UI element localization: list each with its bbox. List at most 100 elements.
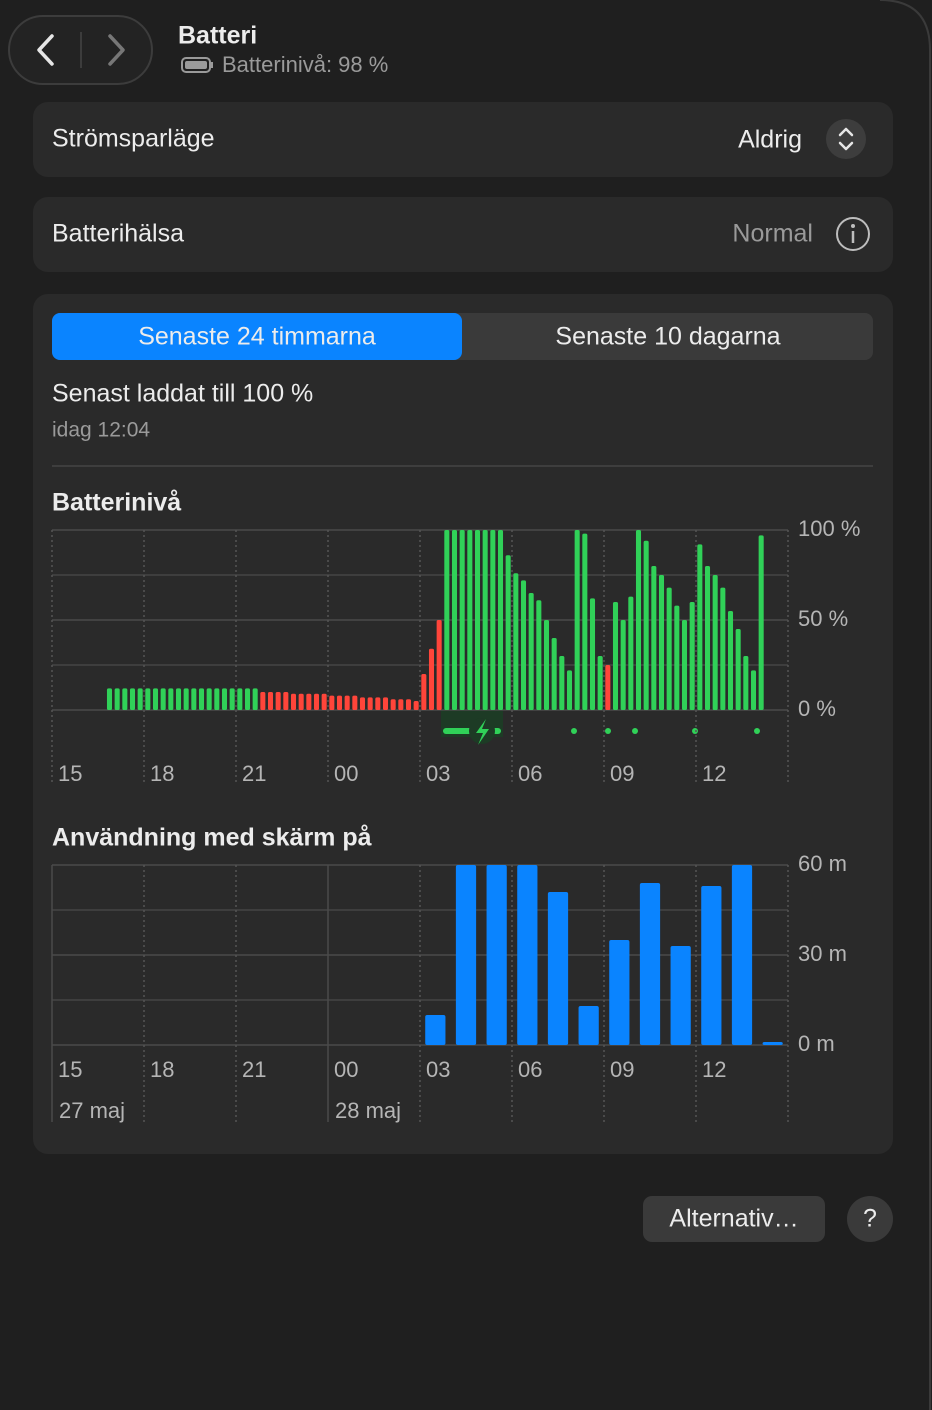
bar [731,865,753,1045]
bar [635,530,642,710]
x-tick-label: 15 [58,1057,82,1082]
bar [145,688,151,710]
bar [578,1006,599,1045]
x-tick-label: 21 [242,1057,266,1082]
bar [482,530,488,710]
x-tick-label: 18 [150,761,174,786]
bar [758,535,764,710]
bar [129,688,136,710]
stepper-icon [838,127,854,151]
bar [451,530,458,710]
bar [551,638,557,710]
bar [191,688,197,710]
bar [597,656,603,710]
bar [589,598,596,710]
bar [160,688,166,710]
bar [390,699,396,710]
options-label: Alternativ… [669,1205,798,1233]
bar [612,602,619,710]
options-button[interactable] [643,1196,825,1242]
battery-icon [181,57,213,73]
bar [206,688,212,710]
x-tick-label: 09 [610,1057,634,1082]
bar [382,697,389,710]
bar [275,692,281,710]
bar [574,530,580,710]
page-title: Batteri [178,22,257,50]
bar [221,688,228,710]
bar [547,892,569,1045]
battery-level: Batterinivå: 98 % [222,52,388,77]
bar [175,688,182,710]
bar [244,688,251,710]
bar [455,865,477,1045]
row-label: Strömsparläge [52,125,215,153]
bar [214,688,220,710]
bar [260,692,266,710]
bar [486,865,507,1045]
bar [336,695,343,710]
back-button[interactable] [37,34,54,66]
x-tick-label: 03 [426,1057,450,1082]
bar [743,656,749,710]
bar [689,602,695,710]
y-tick-label: 60 m [798,851,847,876]
tab[interactable]: Senaste 10 dagarna [555,323,780,351]
charge-dots [571,728,760,734]
bar [712,575,718,710]
bar [428,648,435,710]
bar [436,620,442,710]
chart-title: Användning med skärm på [52,824,372,852]
x-tick-label: 15 [58,761,82,786]
bar [490,530,496,710]
row-label: Batterihälsa [52,220,184,248]
bar [367,697,373,710]
bar [658,575,665,710]
x-tick-label: 09 [610,761,634,786]
bar [413,701,419,710]
bar [114,688,120,710]
bar [505,555,511,710]
forward-button[interactable] [108,34,125,66]
bar [666,587,672,710]
stepper[interactable] [826,119,866,159]
y-tick-label: 0 % [798,696,836,721]
bar [425,1015,446,1045]
info-button[interactable] [836,217,870,251]
bar [528,593,534,710]
bar [704,566,711,710]
bar [701,886,722,1045]
x-tick-label: 12 [702,761,726,786]
date-label: 27 maj [59,1098,125,1123]
bar [628,596,634,710]
row-value[interactable]: Aldrig [738,126,802,154]
bar [405,699,412,710]
last-charge-time: idag 12:04 [52,419,150,442]
window-edge [879,0,931,1410]
x-tick-label: 00 [334,1057,358,1082]
x-tick-label: 18 [150,1057,174,1082]
bar [750,670,757,710]
bar [298,693,304,710]
bar [421,674,427,710]
x-tick-label: 03 [426,761,450,786]
bar [620,620,626,710]
bar [497,530,504,710]
settings-row [33,197,893,272]
x-tick-label: 00 [334,761,358,786]
bar [152,688,159,710]
help-label: ? [863,1205,877,1233]
chart-title: Batterinivå [52,489,181,517]
bar [168,688,174,710]
bar [582,533,588,710]
tab[interactable]: Senaste 24 timmarna [138,323,376,351]
help-button[interactable] [847,1196,893,1242]
bar [321,693,327,710]
bar [643,540,649,710]
settings-row [33,102,893,177]
bar [467,530,473,710]
bar [697,544,703,710]
y-tick-label: 100 % [798,516,860,541]
